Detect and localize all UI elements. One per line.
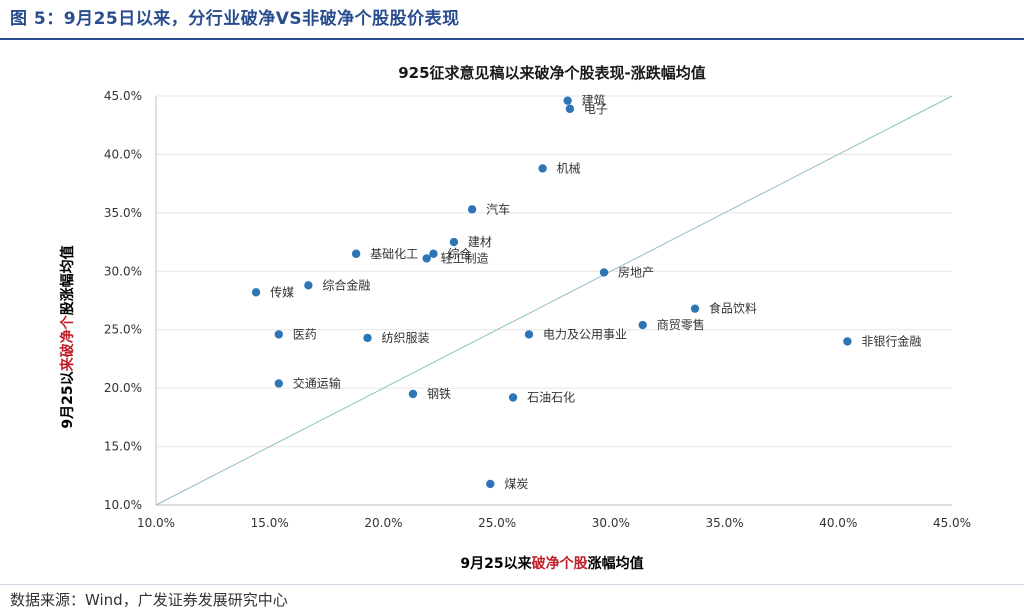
x-tick-label: 35.0% (706, 516, 744, 530)
x-tick-label: 10.0% (137, 516, 175, 530)
point-label: 房地产 (618, 264, 654, 279)
point-label: 电子 (584, 102, 608, 116)
source-note: 数据来源：Wind，广发证券发展研究中心 (10, 591, 288, 609)
data-point (524, 330, 534, 339)
data-point (251, 288, 261, 297)
point-label: 非银行金融 (861, 333, 921, 348)
y-tick-label: 45.0% (104, 89, 142, 103)
x-axis-label-post: 涨幅均值 (588, 555, 644, 572)
chart-ticks: 10.0% 15.0% 20.0% 25.0% 30.0% 35.0% 40.0% 45.0%… (104, 89, 971, 530)
data-point (422, 254, 431, 263)
point-label: 基础化工 (370, 247, 418, 261)
title-divider (0, 38, 1024, 40)
point-label: 建材 (468, 235, 492, 249)
point-label: 传媒 (270, 284, 294, 299)
data-point (538, 164, 547, 173)
data-point (599, 268, 609, 277)
y-tick-label: 15.0% (104, 440, 142, 454)
data-point (843, 337, 852, 346)
point-label: 商贸零售 (657, 317, 705, 332)
y-tick-label: 10.0% (104, 498, 142, 512)
point-label: 纺织服装 (382, 331, 430, 345)
y-tick-label: 40.0% (104, 147, 142, 161)
chart-axes (155, 95, 953, 506)
point-label: 综合金融 (322, 277, 370, 292)
point-label: 交通运输 (293, 375, 341, 390)
data-point (351, 249, 361, 258)
y-tick-label: 20.0% (104, 381, 142, 395)
point-label: 石油石化 (527, 390, 575, 404)
x-tick-label: 15.0% (251, 516, 289, 530)
data-point (274, 330, 284, 339)
point-label: 建筑 (582, 93, 606, 108)
diagonal-reference-line (155, 95, 953, 506)
data-point (563, 96, 572, 105)
point-label: 食品饮料 (709, 301, 757, 316)
data-point (638, 320, 647, 330)
data-point (565, 104, 575, 114)
data-point (467, 205, 477, 214)
point-label: 医药 (293, 327, 317, 341)
data-point (408, 389, 418, 399)
point-label: 煤炭 (504, 477, 528, 491)
point-label: 电力及公用事业 (543, 327, 627, 341)
data-point (508, 393, 518, 402)
x-tick-label: 40.0% (819, 516, 857, 530)
x-tick-label: 25.0% (478, 516, 516, 530)
y-axis-label-post: 股涨幅均值 (59, 245, 76, 315)
chart-grid (156, 95, 952, 448)
point-label: 轻工制造 (441, 251, 489, 265)
y-tick-label: 35.0% (104, 206, 142, 220)
y-axis-label-highlight: 来破净个 (59, 314, 76, 372)
data-point (486, 479, 495, 489)
data-point (449, 237, 459, 247)
point-label: 汽车 (486, 201, 510, 216)
data-point (429, 249, 438, 258)
x-axis-label-highlight: 破净个股 (532, 555, 589, 572)
y-tick-label: 30.0% (104, 264, 142, 278)
figure-title: 图 5：9月25日以来，分行业破净VS非破净个股股价表现 (10, 9, 460, 29)
data-point (304, 281, 313, 290)
y-axis-label-pre: 9月25以 (60, 371, 76, 428)
data-point (363, 333, 372, 343)
point-label: 综合 (447, 246, 471, 261)
x-tick-label: 20.0% (364, 516, 402, 530)
point-label: 机械 (557, 160, 581, 175)
data-point (274, 379, 284, 388)
scatter-chart: 925征求意见稿以来破净个股表现-涨跌幅均值 10.0% 15.0% 20.0% 25… (59, 64, 971, 572)
chart-title: 925征求意见稿以来破净个股表现-涨跌幅均值 (398, 64, 706, 82)
x-axis-label: 9月25以来破净个股涨幅均值 (460, 555, 643, 572)
x-axis-label-pre: 9月25以来 (460, 556, 532, 572)
source-divider (0, 584, 1024, 585)
x-tick-label: 30.0% (592, 516, 630, 530)
x-tick-label: 45.0% (933, 516, 971, 530)
y-axis-label: 9月25以来破净个股涨幅均值 (59, 245, 76, 428)
point-label: 钢铁 (427, 387, 451, 401)
y-tick-label: 25.0% (104, 323, 142, 337)
data-point (690, 304, 700, 313)
